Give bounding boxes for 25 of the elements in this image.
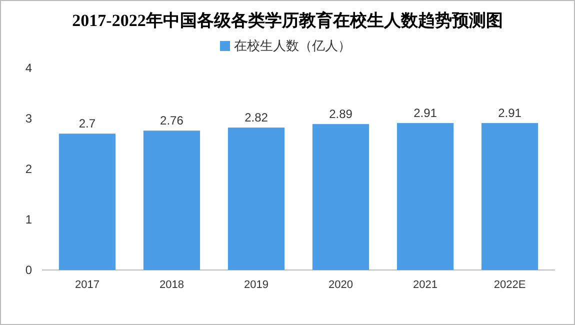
y-tick-label: 0 <box>25 262 32 277</box>
x-tick-label: 2017 <box>74 278 100 291</box>
bar <box>58 134 116 270</box>
data-label: 2.76 <box>160 114 184 128</box>
x-tick-label: 2020 <box>328 278 353 291</box>
bar <box>143 130 200 270</box>
x-tick-label: 2018 <box>159 278 184 291</box>
data-label: 2.91 <box>498 106 522 120</box>
bar <box>228 128 285 270</box>
y-tick-label: 2 <box>25 162 32 176</box>
legend-label: 在校生人数（亿人） <box>234 38 351 53</box>
y-tick-label: 4 <box>25 60 32 75</box>
data-label: 2.7 <box>78 116 96 131</box>
x-tick-label: 2021 <box>413 278 438 291</box>
y-tick-label: 3 <box>25 111 32 126</box>
y-tick-label: 1 <box>25 212 32 226</box>
bar <box>481 123 538 270</box>
bar <box>396 123 454 270</box>
x-tick-label: 2022E <box>494 278 526 291</box>
chart-title: 2017-2022年中国各级各类学历教育在校生人数趋势预测图 <box>72 10 503 30</box>
data-label: 2.91 <box>414 106 438 120</box>
data-label: 2.89 <box>329 107 353 122</box>
x-tick-label: 2019 <box>244 278 268 291</box>
bar <box>312 124 370 270</box>
data-label: 2.82 <box>244 110 268 125</box>
